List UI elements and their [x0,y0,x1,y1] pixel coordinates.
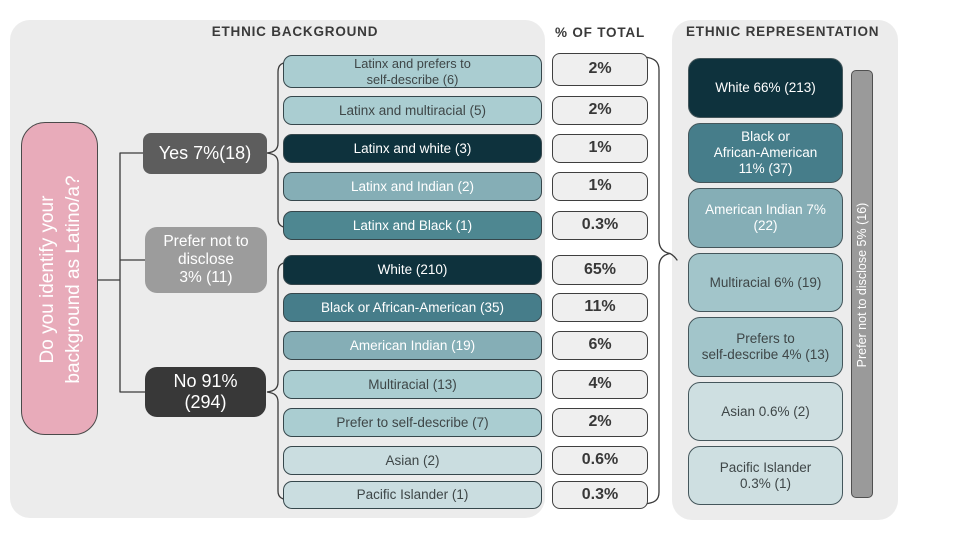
pct-of-total-header: % OF TOTAL [555,25,645,40]
rep-row-prefers-to-self-describe: Prefers to self-describe 4% (13) [688,317,843,377]
bg-row-white: White (210) [283,255,542,285]
rep-row-black-or-african-american: Black or African-American 11% (37) [688,123,843,183]
bg-row-latinx-and-black: Latinx and Black (1) [283,211,542,240]
pct-prefer-to-self-describe: 2% [552,408,648,437]
total-brace-tail [669,252,678,261]
pct-latinx-and-indian: 1% [552,172,648,201]
total-brace [643,56,671,505]
branch-no: No 91% (294) [145,367,266,417]
pct-latinx-and-black: 0.3% [552,211,648,240]
pct-latinx-and-white: 1% [552,134,648,163]
pct-pacific-islander: 0.3% [552,481,648,509]
bg-row-latinx-and-multiracial: Latinx and multiracial (5) [283,96,542,125]
pct-multiracial: 4% [552,370,648,399]
bg-row-latinx-prefers-to-self-describe: Latinx and prefers to self-describe (6) [283,55,542,88]
pct-black-or-african-american: 11% [552,293,648,322]
bg-row-prefer-to-self-describe: Prefer to self-describe (7) [283,408,542,437]
rep-row-multiracial: Multiracial 6% (19) [688,253,843,312]
bg-row-black-or-african-american: Black or African-American (35) [283,293,542,322]
rep-row-american-indian: American Indian 7% (22) [688,188,843,248]
question-tree-line [97,152,146,393]
bg-row-latinx-and-white: Latinx and white (3) [283,134,542,163]
pct-white: 65% [552,255,648,285]
ethnic-representation-header: ETHNIC REPRESENTATION [686,24,880,39]
question-box: Do you identify your background as Latin… [21,122,98,435]
branch-yes: Yes 7%(18) [143,133,267,174]
bg-row-asian: Asian (2) [283,446,542,475]
branch-prefer-not-to-disclose: Prefer not to disclose 3% (11) [145,227,267,293]
bg-row-american-indian: American Indian (19) [283,331,542,360]
question-label: Do you identify your background as Latin… [36,175,84,384]
rep-row-asian: Asian 0.6% (2) [688,382,843,441]
rep-row-pacific-islander: Pacific Islander 0.3% (1) [688,446,843,505]
rep-bar-label: Prefer not to disclose 5% (16) [855,202,869,368]
rep-bar-prefer-not-to-disclose: Prefer not to disclose 5% (16) [851,70,873,498]
pct-latinx-and-multiracial: 2% [552,96,648,125]
rep-row-white: White 66% (213) [688,58,843,118]
pct-latinx-prefers-to-self-describe: 2% [552,53,648,86]
pct-american-indian: 6% [552,331,648,360]
pct-asian: 0.6% [552,446,648,475]
bg-row-multiracial: Multiracial (13) [283,370,542,399]
bg-row-latinx-and-indian: Latinx and Indian (2) [283,172,542,201]
yes-brace [266,61,293,229]
ethnic-background-header: ETHNIC BACKGROUND [211,24,379,39]
no-brace [266,261,293,501]
bg-row-pacific-islander: Pacific Islander (1) [283,481,542,509]
